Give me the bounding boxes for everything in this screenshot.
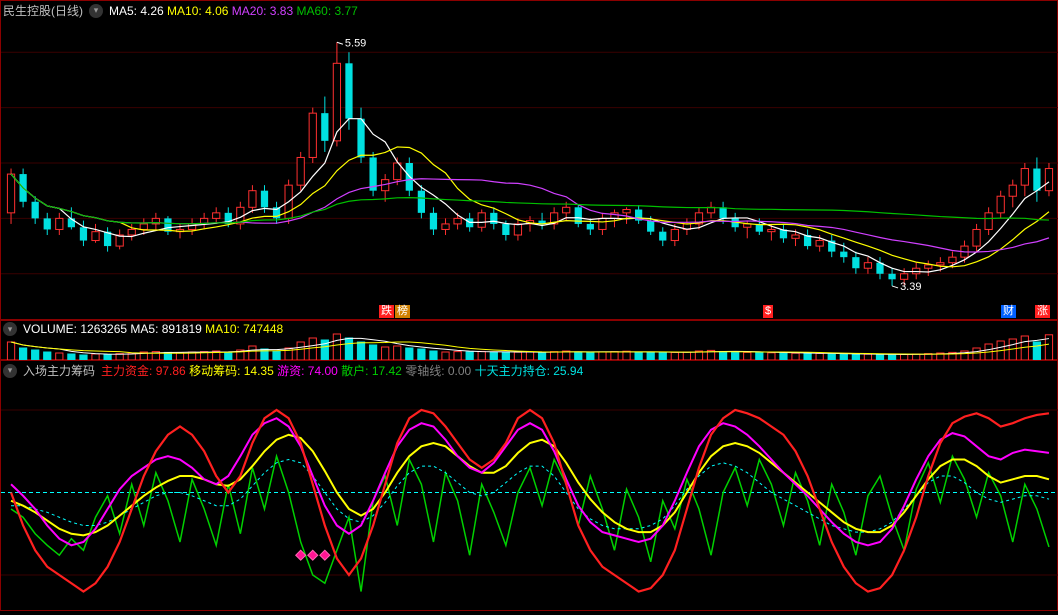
volume-panel[interactable]: ▾ VOLUME: 1263265 MA5: 891819 MA10: 7474… (0, 320, 1058, 360)
indicator-legend: 主力资金: 97.86 移动筹码: 14.35 游资: 74.00 散户: 17… (101, 362, 583, 379)
indicator-header: ▾ 入场主力筹码 主力资金: 97.86 移动筹码: 14.35 游资: 74.… (3, 362, 583, 379)
svg-text:5.59: 5.59 (345, 37, 366, 49)
stock-title: 民生控股(日线) (3, 2, 83, 19)
dropdown-icon[interactable]: ▾ (3, 322, 17, 336)
svg-text:3.39: 3.39 (900, 281, 921, 293)
indicator-svg (1, 361, 1058, 612)
candlestick-header: 民生控股(日线) ▾ MA5: 4.26 MA10: 4.06 MA20: 3.… (3, 2, 358, 19)
candlestick-svg: 5.59 3.39 (1, 1, 1058, 321)
dropdown-icon[interactable]: ▾ (3, 364, 17, 378)
indicator-title: 入场主力筹码 (23, 362, 95, 379)
volume-legend: VOLUME: 1263265 MA5: 891819 MA10: 747448 (23, 322, 283, 336)
candlestick-panel[interactable]: 民生控股(日线) ▾ MA5: 4.26 MA10: 4.06 MA20: 3.… (0, 0, 1058, 320)
indicator-panel[interactable]: ▾ 入场主力筹码 主力资金: 97.86 移动筹码: 14.35 游资: 74.… (0, 360, 1058, 611)
ma-legend: MA5: 4.26 MA10: 4.06 MA20: 3.83 MA60: 3.… (109, 4, 358, 18)
dropdown-icon[interactable]: ▾ (89, 4, 103, 18)
volume-header: ▾ VOLUME: 1263265 MA5: 891819 MA10: 7474… (3, 322, 283, 336)
